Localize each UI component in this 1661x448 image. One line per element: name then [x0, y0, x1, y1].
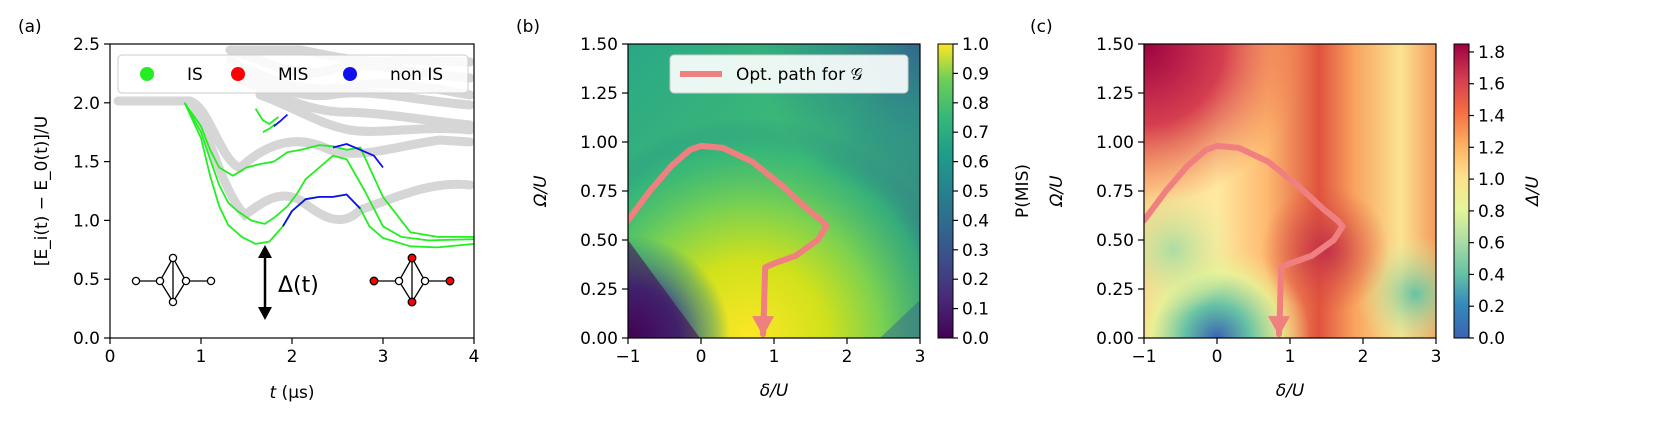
x-axis-label-c: δ/U [1276, 381, 1305, 401]
a-ytick-label: 1.5 [73, 153, 100, 173]
colorbar-b [938, 44, 953, 338]
colorbar-tick-label: 0.0 [962, 329, 989, 349]
panel-b: −10123 0.000.250.500.751.001.251.50 δ/U … [531, 35, 1033, 401]
a-xtick-label: 2 [287, 347, 298, 367]
c-xtick-label: 2 [1358, 347, 1369, 367]
b-xtick-label: 1 [769, 347, 780, 367]
y-ticks-c: 0.00 0.25 0.50 0.75 1.00 1.25 1.50 [1096, 35, 1144, 349]
legend-marker-mis [231, 67, 245, 81]
b-ytick-label: 0.25 [580, 280, 618, 300]
colorbar-label-c: Δ/U [1523, 176, 1543, 208]
colorbar-c [1454, 44, 1469, 338]
a-xtick-label: 3 [378, 347, 389, 367]
gap-arrow [258, 245, 272, 320]
colorbar-tick-label: 1.4 [1478, 107, 1505, 127]
x-ticks-b: −1 0 1 2 3 [615, 338, 925, 367]
y-axis-label-b: Ω/U [531, 175, 551, 208]
graph-icon-mis [370, 254, 454, 306]
legend-marker-nonis [343, 67, 357, 81]
colorbar-tick-label: 0.2 [1478, 297, 1505, 317]
legend-marker-is [140, 67, 154, 81]
c-ytick-label: 0.50 [1096, 231, 1134, 251]
colorbar-tick-label: 0.4 [1478, 265, 1505, 285]
b-ytick-label: 0.50 [580, 231, 618, 251]
colorbar-tick-label: 1.8 [1478, 43, 1505, 63]
c-xtick-label: 1 [1285, 347, 1296, 367]
b-ytick-label: 0.75 [580, 182, 618, 202]
panel-label-b: (b) [516, 17, 540, 37]
b-ytick-label: 1.25 [580, 84, 618, 104]
legend-b: Opt. path for 𝒢 [670, 55, 908, 93]
colorbar-label-b: P(MIS) [1013, 164, 1033, 218]
c-ytick-label: 1.50 [1096, 35, 1134, 55]
heatmap-c [1144, 44, 1436, 338]
colorbar-tick-label: 1.6 [1478, 75, 1505, 95]
c-ytick-label: 0.00 [1096, 329, 1134, 349]
colorbar-tick-label: 0.6 [1478, 234, 1505, 254]
y-ticks-a: 0.0 0.5 1.0 1.5 2.0 2.5 [73, 35, 110, 349]
a-ytick-label: 1.0 [73, 211, 100, 231]
x-axis-label-b: δ/U [760, 381, 789, 401]
colorbar-tick-label: 0.0 [1478, 329, 1505, 349]
b-ytick-label: 1.50 [580, 35, 618, 55]
colorbar-tick-label: 0.6 [962, 153, 989, 173]
a-xtick-label: 4 [469, 347, 480, 367]
legend-label-mis: MIS [278, 65, 308, 85]
a-ytick-label: 2.5 [73, 35, 100, 55]
colorbar-tick-label: 0.1 [962, 300, 989, 320]
y-axis-label-c: Ω/U [1047, 175, 1067, 208]
a-ytick-label: 2.0 [73, 94, 100, 114]
b-xtick-label: 2 [842, 347, 853, 367]
legend-label-path: Opt. path for 𝒢 [736, 65, 863, 85]
b-ytick-label: 1.00 [580, 133, 618, 153]
legend-label-nonis: non IS [390, 65, 443, 85]
y-axis-label-a: [E_i(t) − E_0(t)]/U [32, 116, 52, 266]
colorbar-tick-label: 0.2 [962, 270, 989, 290]
x-ticks-c: −1 0 1 2 3 [1131, 338, 1441, 367]
a-xtick-label: 0 [105, 347, 116, 367]
panel-c: −10123 0.000.250.500.751.001.251.50 δ/U … [1047, 35, 1543, 401]
colorbar-tick-label: 0.3 [962, 241, 989, 261]
panel-label-a: (a) [18, 17, 42, 37]
x-ticks-a: 0 1 2 3 4 [105, 338, 480, 367]
colorbar-tick-label: 0.8 [962, 94, 989, 114]
c-ytick-label: 1.25 [1096, 84, 1134, 104]
x-axis-label-a: t (μs) [269, 383, 314, 403]
b-xtick-label: 3 [915, 347, 926, 367]
legend-a: IS MIS non IS [118, 55, 468, 93]
energy-level-line [274, 115, 288, 127]
colorbar-tick-label: 1.0 [1478, 170, 1505, 190]
legend-label-is: IS [187, 65, 203, 85]
c-xtick-label: −1 [1131, 347, 1156, 367]
b-ytick-label: 0.00 [580, 329, 618, 349]
colorbar-tick-label: 0.8 [1478, 202, 1505, 222]
panel-label-c: (c) [1030, 17, 1053, 37]
y-ticks-b: 0.00 0.25 0.50 0.75 1.00 1.25 1.50 [580, 35, 628, 349]
colorbar-tick-label: 1.2 [1478, 138, 1505, 158]
c-ytick-label: 0.25 [1096, 280, 1134, 300]
colorbar-tick-label: 0.9 [962, 64, 989, 84]
energy-level-line [256, 109, 279, 124]
a-ytick-label: 0.0 [73, 329, 100, 349]
colorbar-tick-label: 0.4 [962, 211, 989, 231]
colorbar-tick-label: 1.0 [962, 35, 989, 55]
b-xtick-label: −1 [615, 347, 640, 367]
graph-icon-is [132, 254, 214, 305]
c-ytick-label: 1.00 [1096, 133, 1134, 153]
c-xtick-label: 3 [1431, 347, 1442, 367]
gap-label: Δ(t) [278, 273, 319, 298]
a-ytick-label: 0.5 [73, 270, 100, 290]
c-ytick-label: 0.75 [1096, 182, 1134, 202]
panel-a: 0 1 2 3 4 0.0 0.5 1.0 1.5 2.0 2.5 t (μs) [E_i(t) … [32, 35, 479, 403]
c-xtick-label: 0 [1212, 347, 1223, 367]
colorbar-ticks-c: 0.0 0.2 0.4 0.6 0.8 1.0 1.2 1.4 1.6 1.8 [1469, 43, 1505, 349]
colorbar-tick-label: 0.7 [962, 123, 989, 143]
colorbar-tick-label: 0.5 [962, 182, 989, 202]
colorbar-ticks-b: 0.0 0.1 0.2 0.3 0.4 0.5 0.6 0.7 0.8 0.9 1.0 [953, 35, 989, 349]
a-xtick-label: 1 [196, 347, 207, 367]
b-xtick-label: 0 [696, 347, 707, 367]
